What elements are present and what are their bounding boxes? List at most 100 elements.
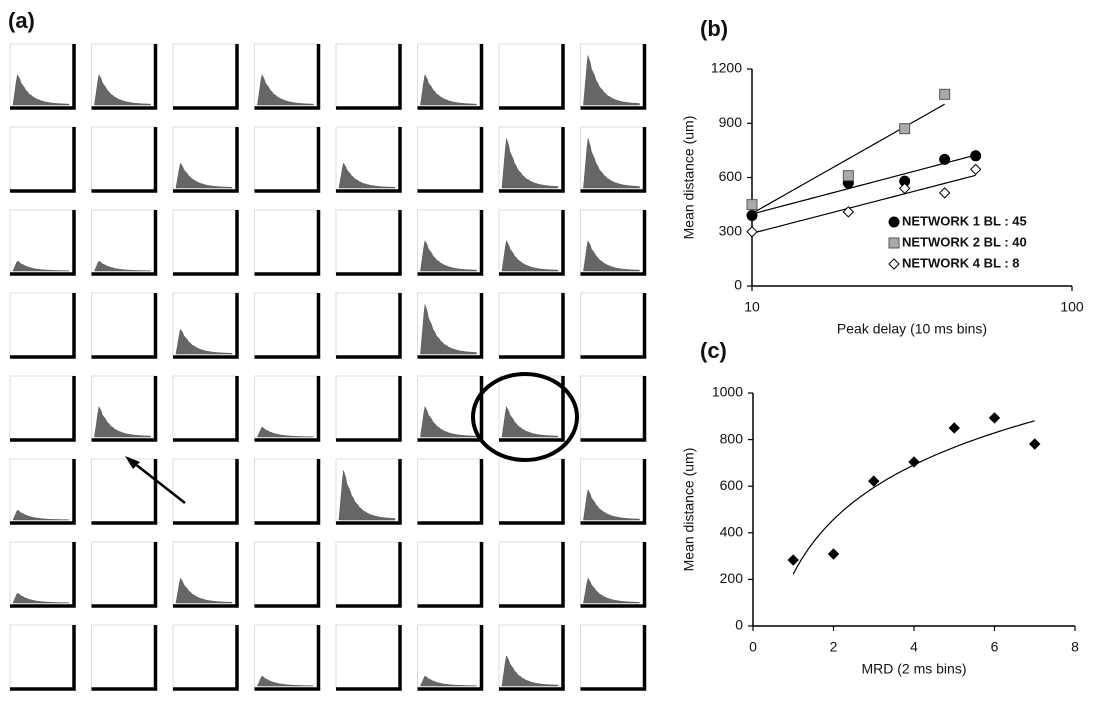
thumb-histogram xyxy=(175,162,233,189)
trend-line xyxy=(751,154,976,215)
thumb-frame xyxy=(91,458,156,524)
thumb-histogram xyxy=(12,592,70,604)
thumb-border xyxy=(499,376,565,442)
thumb-border xyxy=(254,625,321,691)
thumb-frame xyxy=(254,126,319,192)
thumb-border xyxy=(10,44,76,110)
thumb-border xyxy=(91,542,158,608)
thumb-frame xyxy=(498,458,564,524)
thumb-border xyxy=(336,44,402,110)
y-tick-label: 800 xyxy=(720,430,744,446)
legend-label: NETWORK 4 BL : 8 xyxy=(902,255,1020,270)
thumb-border xyxy=(499,542,565,608)
thumb-border xyxy=(173,376,239,442)
point xyxy=(746,199,758,211)
thumb-frame xyxy=(172,624,238,690)
y-axis-label: Mean distance (um) xyxy=(681,116,697,240)
x-tick-label: 8 xyxy=(1071,639,1079,655)
y-tick-label: 600 xyxy=(719,168,743,184)
thumb-frame xyxy=(417,126,482,192)
thumb-histogram xyxy=(94,406,151,438)
thumb-frame xyxy=(417,458,482,524)
trend-line xyxy=(751,103,945,214)
y-tick-label: 200 xyxy=(720,570,744,586)
thumb-histogram xyxy=(501,138,559,189)
thumb-frame xyxy=(254,458,319,524)
point xyxy=(842,206,855,218)
thumb-frame xyxy=(9,375,75,441)
thumb-border xyxy=(173,625,239,691)
thumb-border xyxy=(580,210,647,276)
thumb-border xyxy=(336,459,402,525)
thumb-frame xyxy=(254,209,319,275)
thumb-frame xyxy=(91,292,156,358)
thumb-frame xyxy=(254,292,319,358)
thumb-border xyxy=(10,542,76,608)
thumb-border xyxy=(10,127,76,193)
thumb-border xyxy=(10,376,76,442)
thumb-border xyxy=(254,44,321,110)
thumb-histogram xyxy=(420,304,477,355)
arrow-head xyxy=(125,456,140,469)
legend-label: NETWORK 2 BL : 40 xyxy=(902,234,1027,249)
thumb-frame xyxy=(335,375,401,441)
thumb-frame xyxy=(417,541,482,607)
thumb-border xyxy=(580,542,647,608)
y-tick-label: 1200 xyxy=(711,60,742,76)
thumb-frame xyxy=(580,624,645,690)
thumb-border xyxy=(91,625,158,691)
thumb-frame xyxy=(9,126,75,192)
thumb-histogram xyxy=(501,406,559,438)
thumb-frame xyxy=(580,292,645,358)
thumb-histogram xyxy=(501,240,559,272)
point xyxy=(827,548,840,560)
thumb-border xyxy=(417,44,484,110)
legend-marker xyxy=(888,216,900,228)
thumb-frame xyxy=(498,292,564,358)
thumb-frame xyxy=(498,43,564,109)
thumb-border xyxy=(499,44,565,110)
thumb-frame xyxy=(254,541,319,607)
thumb-border xyxy=(336,376,402,442)
thumb-histogram xyxy=(420,240,477,272)
thumb-histogram xyxy=(257,675,314,687)
point xyxy=(746,209,758,221)
thumb-frame xyxy=(9,292,75,358)
thumb-border xyxy=(580,44,647,110)
point xyxy=(746,226,758,238)
thumb-frame xyxy=(9,624,75,690)
thumb-frame xyxy=(335,541,401,607)
thumb-histogram xyxy=(94,260,151,272)
x-axis-label: MRD (2 ms bins) xyxy=(861,661,966,677)
thumb-border xyxy=(580,459,647,525)
point xyxy=(939,88,951,100)
legend-label: NETWORK 1 BL : 45 xyxy=(902,213,1027,228)
y-tick-label: 600 xyxy=(720,477,744,493)
point xyxy=(842,170,854,182)
thumb-border xyxy=(417,127,484,193)
point xyxy=(787,554,799,566)
point xyxy=(898,182,911,195)
thumb-border xyxy=(173,293,239,359)
thumb-histogram xyxy=(583,240,640,272)
panel-label: (a) xyxy=(8,8,35,33)
point xyxy=(1029,438,1041,450)
panel-label: (c) xyxy=(700,338,727,363)
x-tick-label: 10 xyxy=(744,299,760,315)
thumb-border xyxy=(10,625,76,691)
thumb-border xyxy=(336,293,402,359)
thumb-border xyxy=(499,293,565,359)
y-tick-label: 900 xyxy=(719,114,743,130)
thumb-border xyxy=(580,625,647,691)
trend-line xyxy=(792,420,1035,575)
point xyxy=(939,153,951,165)
thumb-border xyxy=(417,210,484,276)
thumb-border xyxy=(91,376,158,442)
thumb-frame xyxy=(498,541,564,607)
thumb-border xyxy=(254,376,321,442)
y-tick-label: 1000 xyxy=(712,384,743,400)
thumb-border xyxy=(91,210,158,276)
thumb-border xyxy=(499,210,565,276)
thumb-histogram xyxy=(12,74,70,106)
x-tick-label: 6 xyxy=(991,639,999,655)
